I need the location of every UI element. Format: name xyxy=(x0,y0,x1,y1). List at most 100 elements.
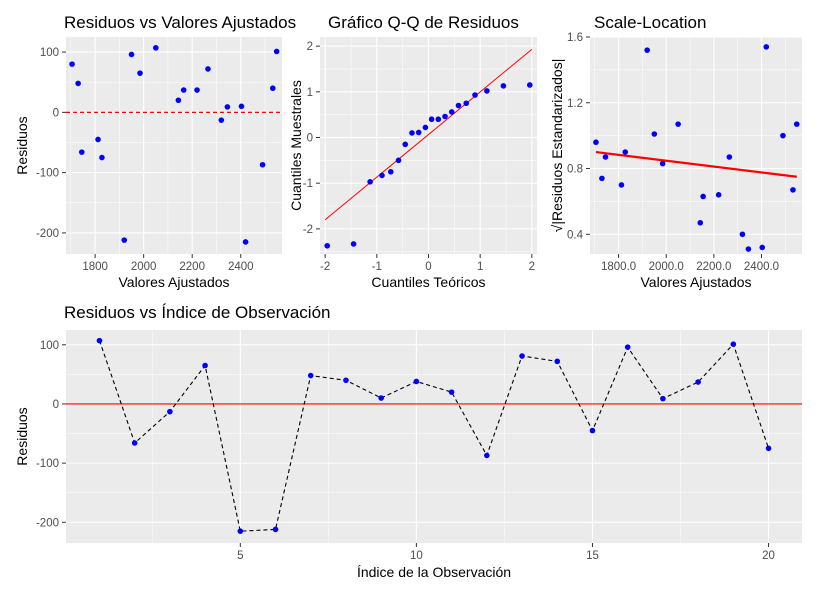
data-point xyxy=(128,51,135,58)
x-tick-label: 2 xyxy=(529,261,535,273)
data-point xyxy=(675,121,681,127)
data-point xyxy=(402,141,409,148)
data-point xyxy=(137,70,143,76)
data-point xyxy=(367,179,373,185)
x-tick-label: 5 xyxy=(237,550,243,562)
y-tick-label: 2 xyxy=(307,41,313,53)
data-point xyxy=(651,131,658,137)
x-tick-label: 15 xyxy=(586,550,599,562)
trend-line xyxy=(595,150,797,178)
panel-background xyxy=(66,330,802,543)
data-point xyxy=(379,172,385,179)
x-tick-label: 2000.0 xyxy=(649,261,684,273)
data-point xyxy=(793,121,800,127)
data-point xyxy=(78,149,85,155)
data-point xyxy=(618,182,625,188)
data-point xyxy=(463,100,470,107)
data-point xyxy=(121,237,128,243)
data-point xyxy=(238,103,245,110)
data-point xyxy=(659,160,666,167)
data-point xyxy=(224,104,231,110)
panel-content xyxy=(66,45,282,245)
y-tick-label: 1.2 xyxy=(567,98,583,110)
panel-background xyxy=(590,37,802,254)
data-point xyxy=(175,97,182,104)
chart-title: Scale-Location xyxy=(594,13,706,32)
chart-qq: -2 -1 0 1 2 -2 -1 0 1 2 Gráfico Q-Q de Residuos Cua… xyxy=(288,13,537,290)
y-tick-label: 1 xyxy=(307,87,313,99)
y-axis-label: √|Residuos Estandarizados| xyxy=(549,59,565,233)
data-point xyxy=(660,395,666,402)
data-point xyxy=(624,344,631,350)
y-tick-label: 1.6 xyxy=(567,32,583,44)
data-point xyxy=(395,157,402,164)
y-tick-label: -1 xyxy=(303,178,313,190)
data-point xyxy=(448,389,455,395)
data-point xyxy=(622,149,629,155)
x-axis-label: Valores Ajustados xyxy=(640,274,751,290)
data-point xyxy=(644,47,650,53)
series-line xyxy=(98,340,770,532)
data-point xyxy=(152,45,159,51)
chart-resid-index: 5 10 15 20 -200 -100 0 100 Residuos vs Índice de… xyxy=(14,303,802,580)
x-tick-label: 1800.0 xyxy=(601,261,636,273)
x-tick-label: 2000 xyxy=(131,261,157,273)
chart-scale-location: 1800.0 2000.0 2200.0 2400.0 0.4 0.8 1.2 1.6 Scal… xyxy=(549,13,802,290)
data-point xyxy=(350,241,357,247)
y-tick-label: -100 xyxy=(36,458,59,470)
data-point xyxy=(448,109,455,115)
chart-title: Residuos vs Valores Ajustados xyxy=(64,13,296,32)
data-point xyxy=(180,87,187,93)
y-axis-label: Residuos xyxy=(14,116,30,174)
panel-background xyxy=(66,37,282,254)
data-point xyxy=(409,130,415,136)
data-point xyxy=(413,378,420,385)
data-point xyxy=(602,154,609,160)
data-point xyxy=(695,379,701,385)
data-point xyxy=(519,353,525,359)
y-tick-label: -100 xyxy=(36,168,59,180)
data-point xyxy=(218,117,225,123)
y-tick-label: -200 xyxy=(36,517,59,529)
chart-resid-fitted: 1800 2000 2200 2400 -200 -100 0 100 Residuos vs … xyxy=(14,13,296,290)
data-point xyxy=(428,116,435,123)
y-tick-label: -2 xyxy=(303,224,313,236)
data-point xyxy=(324,242,331,249)
x-tick-label: 2200.0 xyxy=(696,261,731,273)
panel-content xyxy=(66,337,802,534)
data-point xyxy=(205,66,211,72)
data-point xyxy=(95,136,101,143)
y-tick-label: 100 xyxy=(40,47,59,59)
x-tick-label: 2200 xyxy=(179,261,205,273)
data-point xyxy=(96,337,103,344)
panel-content xyxy=(593,44,800,252)
data-point xyxy=(780,132,786,139)
data-point xyxy=(484,452,490,459)
x-tick-label: -1 xyxy=(372,261,382,273)
chart-title: Gráfico Q-Q de Residuos xyxy=(328,13,519,32)
data-point xyxy=(167,408,173,415)
data-point xyxy=(765,445,772,452)
data-point xyxy=(273,48,280,55)
y-tick-label: 0 xyxy=(53,107,59,119)
data-point xyxy=(599,175,605,182)
x-axis-label: Valores Ajustados xyxy=(118,274,229,290)
x-tick-label: 1800 xyxy=(82,261,108,273)
x-axis-label: Cuantiles Teóricos xyxy=(371,274,485,290)
data-point xyxy=(242,239,249,245)
y-axis-label: Residuos xyxy=(14,407,30,465)
x-tick-label: 2400.0 xyxy=(744,261,779,273)
data-point xyxy=(422,124,429,131)
data-point xyxy=(739,231,746,238)
data-point xyxy=(442,113,448,120)
x-tick-label: 20 xyxy=(762,550,775,562)
data-point xyxy=(343,377,349,384)
data-point xyxy=(269,85,276,92)
data-point xyxy=(378,395,384,401)
data-point xyxy=(99,154,105,161)
data-point xyxy=(484,88,490,94)
data-point xyxy=(554,358,561,365)
data-point xyxy=(472,92,478,98)
data-point xyxy=(790,187,796,193)
